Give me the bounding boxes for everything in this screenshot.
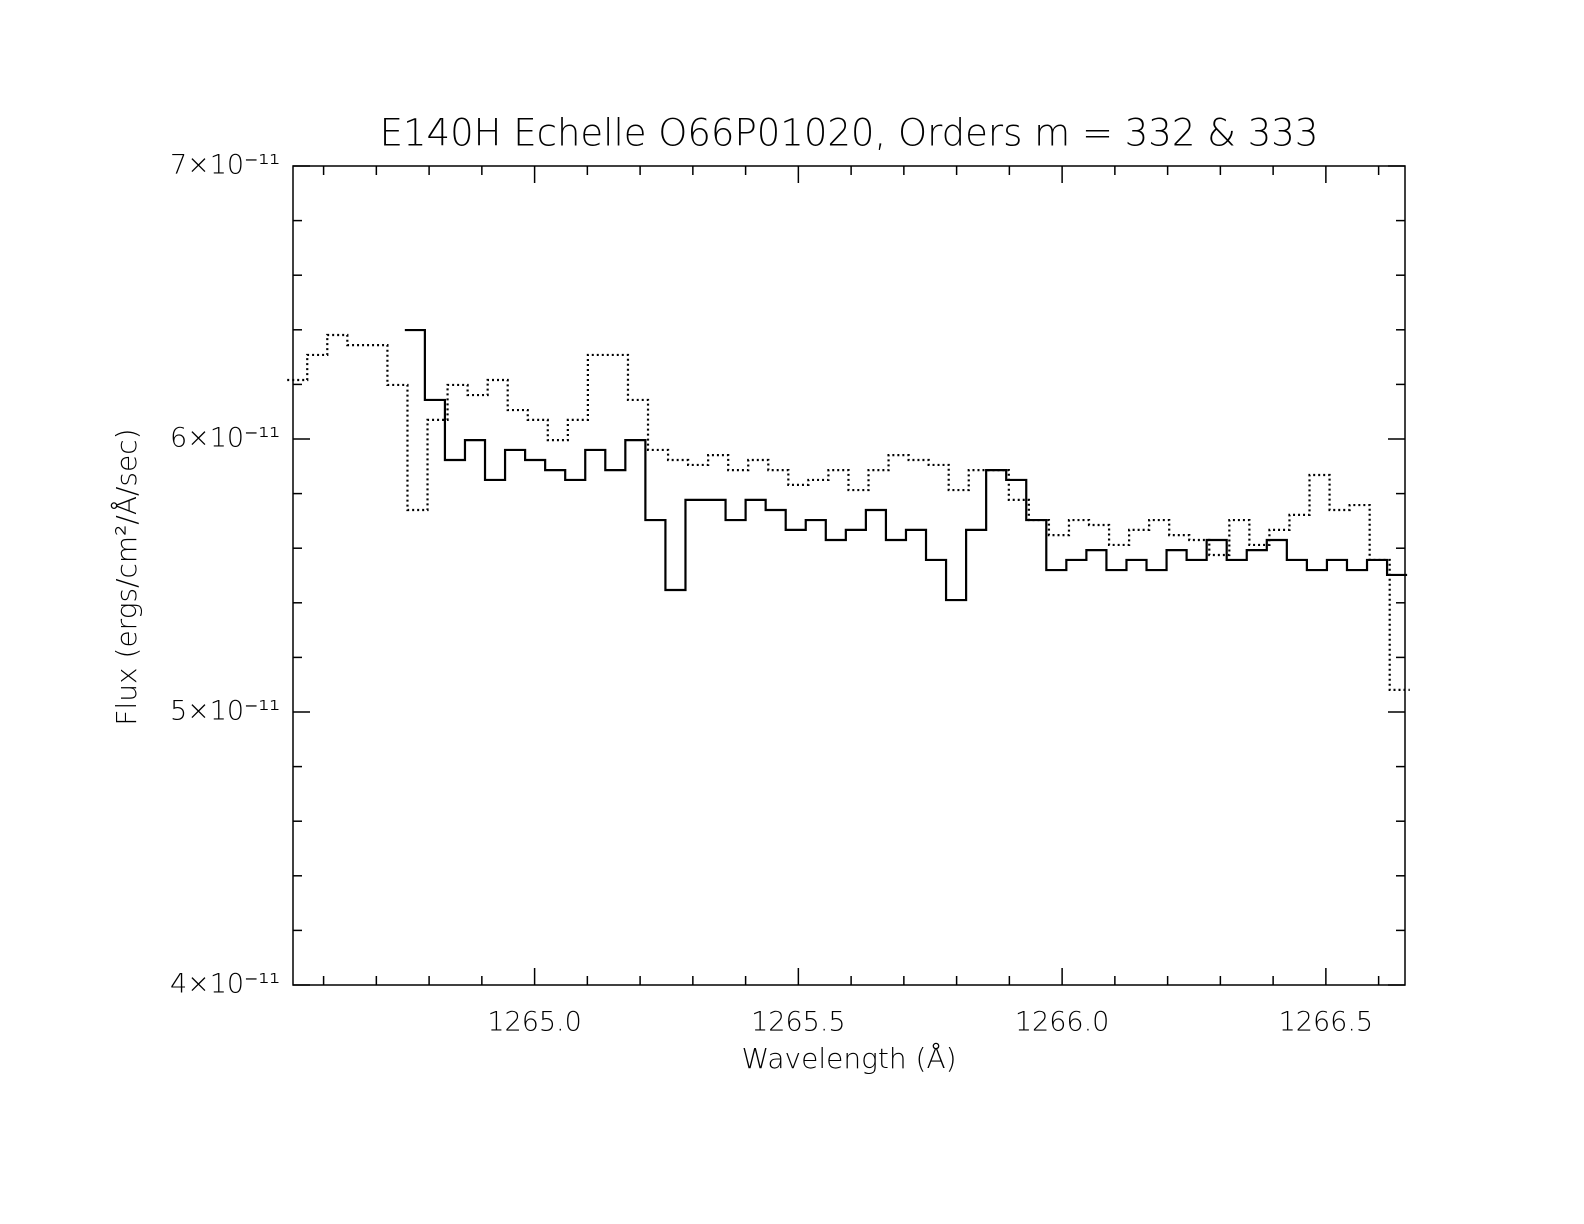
y-tick-label: 6×10⁻¹¹ (170, 423, 280, 454)
spectrum-line (287, 333, 1410, 691)
spectrum-line (404, 328, 1408, 602)
chart-title: E140H Echelle O66P01020, Orders m = 332 … (380, 112, 1319, 155)
plot-frame (292, 165, 1406, 986)
y-axis-label: Flux (ergs/cm²/Å/sec) (109, 428, 143, 725)
y-tick-label: 5×10⁻¹¹ (170, 696, 280, 727)
x-tick-label: 1265.5 (751, 1007, 845, 1038)
x-tick-label: 1266.0 (1015, 1007, 1109, 1038)
y-tick-label: 7×10⁻¹¹ (170, 150, 280, 181)
x-axis-label: Wavelength (Å) (741, 1041, 956, 1075)
x-tick-label: 1266.5 (1279, 1007, 1373, 1038)
x-tick-label: 1265.0 (487, 1007, 581, 1038)
y-tick-label: 4×10⁻¹¹ (170, 969, 280, 1000)
